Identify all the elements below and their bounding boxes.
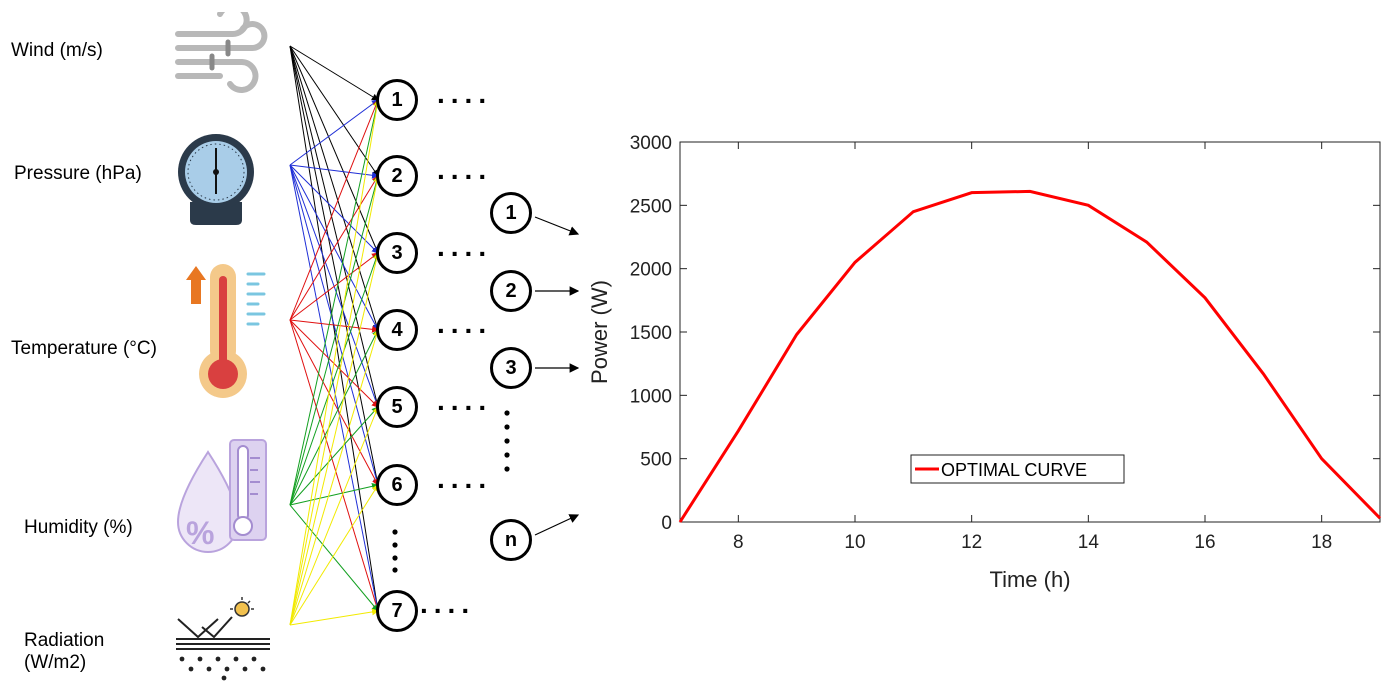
y-tick-label-3000: 3000 <box>630 133 672 154</box>
connection-temperature-to-node-2 <box>289 175 379 321</box>
legend: OPTIMAL CURVE <box>910 454 1125 484</box>
x-tick-label-12: 12 <box>961 532 982 553</box>
connection-humidity-to-node-5 <box>289 406 379 506</box>
connection-temperature-to-node-3 <box>289 252 379 321</box>
connection-wind-to-node-4 <box>289 45 380 331</box>
y-axis-label: Power (W) <box>587 280 612 384</box>
output-node-2: 2 <box>490 270 532 312</box>
y-tick-label-2500: 2500 <box>630 196 672 217</box>
input-label-pressure: Pressure (hPa) <box>14 163 142 184</box>
hidden-node-2: 2 <box>376 155 418 197</box>
output-arrow-1 <box>534 216 580 236</box>
hidden-node-1: 1 <box>376 79 418 121</box>
barometer-icon <box>178 134 254 225</box>
connection-radiation-to-node-3 <box>289 252 381 626</box>
optimal-curve-line <box>678 189 1381 523</box>
y-tick-label-1000: 1000 <box>630 386 672 407</box>
hidden-node-5: 5 <box>376 386 418 428</box>
x-tick-label-14: 14 <box>1078 532 1100 553</box>
connection-humidity-to-node-7 <box>289 504 379 612</box>
ellipsis-2: .... <box>437 154 493 185</box>
connection-humidity-to-node-2 <box>289 175 380 506</box>
ellipsis-6: .... <box>437 463 493 494</box>
connection-humidity-to-node-1 <box>289 99 381 506</box>
input-label-wind: Wind (m/s) <box>11 40 103 61</box>
hidden-node-6: 6 <box>376 464 418 506</box>
input-label-radiation: Radiation (W/m2) <box>24 630 105 673</box>
x-tick-label-10: 10 <box>844 532 865 553</box>
connection-wind-to-node-7 <box>289 45 381 612</box>
output-node-3: 3 <box>490 347 532 389</box>
output-node-n: n <box>490 519 532 561</box>
vertical-ellipsis-hidden <box>392 529 398 573</box>
input-label-temperature: Temperature (°C) <box>11 338 157 359</box>
connection-wind-to-node-1 <box>289 45 379 101</box>
x-tick-label-16: 16 <box>1194 532 1215 553</box>
x-tick-label-18: 18 <box>1311 532 1332 553</box>
connection-temperature-to-node-1 <box>289 99 380 321</box>
ellipsis-3: .... <box>437 231 493 262</box>
ellipsis-7: .... <box>420 588 476 619</box>
power-chart: 8 10 12 14 16 18 0 500 1000 1500 2000 2500 3000 OPTI… <box>587 133 1381 592</box>
connection-radiation-to-node-7 <box>289 608 379 626</box>
hidden-node-3: 3 <box>376 232 418 274</box>
connection-wind-to-node-3 <box>289 45 379 254</box>
legend-label: OPTIMAL CURVE <box>941 460 1087 480</box>
connection-wind-to-node-5 <box>289 45 380 408</box>
connection-temperature-to-node-4 <box>289 319 379 333</box>
vertical-ellipsis-output <box>504 410 510 472</box>
connection-radiation-to-node-2 <box>289 175 381 626</box>
x-axis-label: Time (h) <box>989 567 1070 592</box>
wind-icon <box>175 12 268 93</box>
connection-humidity-to-node-6 <box>289 482 379 506</box>
y-tick-label-0: 0 <box>661 513 672 534</box>
connection-radiation-to-node-6 <box>289 484 379 626</box>
ellipsis-1: .... <box>437 78 493 109</box>
connection-radiation-to-node-1 <box>289 99 381 626</box>
connection-wind-to-node-6 <box>289 45 381 486</box>
radiation-icon <box>176 597 270 681</box>
connection-pressure-to-node-2 <box>289 164 379 179</box>
ellipsis-4: .... <box>437 308 493 339</box>
connection-radiation-to-node-5 <box>289 406 379 626</box>
hidden-node-7: 7 <box>376 590 418 632</box>
connection-pressure-to-node-1 <box>289 99 379 166</box>
x-tick-label-8: 8 <box>733 532 744 553</box>
connection-radiation-to-node-4 <box>289 329 380 626</box>
connection-humidity-to-node-3 <box>289 252 380 506</box>
svg-text:%: % <box>186 515 214 551</box>
y-tick-label-2000: 2000 <box>630 260 672 281</box>
humidity-icon: % <box>176 439 267 553</box>
output-node-1: 1 <box>490 192 532 234</box>
input-label-humidity: Humidity (%) <box>24 517 133 538</box>
connection-temperature-to-node-7 <box>289 319 380 612</box>
y-tick-label-1500: 1500 <box>630 323 672 344</box>
ellipsis-5: .... <box>437 385 493 416</box>
y-tick-label-500: 500 <box>640 450 672 471</box>
hidden-node-4: 4 <box>376 309 418 351</box>
connection-wind-to-node-2 <box>289 45 379 177</box>
output-arrow-n <box>534 514 580 536</box>
thermometer-icon <box>186 264 266 398</box>
connection-humidity-to-node-4 <box>289 329 379 506</box>
connection-pressure-to-node-7 <box>289 164 381 612</box>
